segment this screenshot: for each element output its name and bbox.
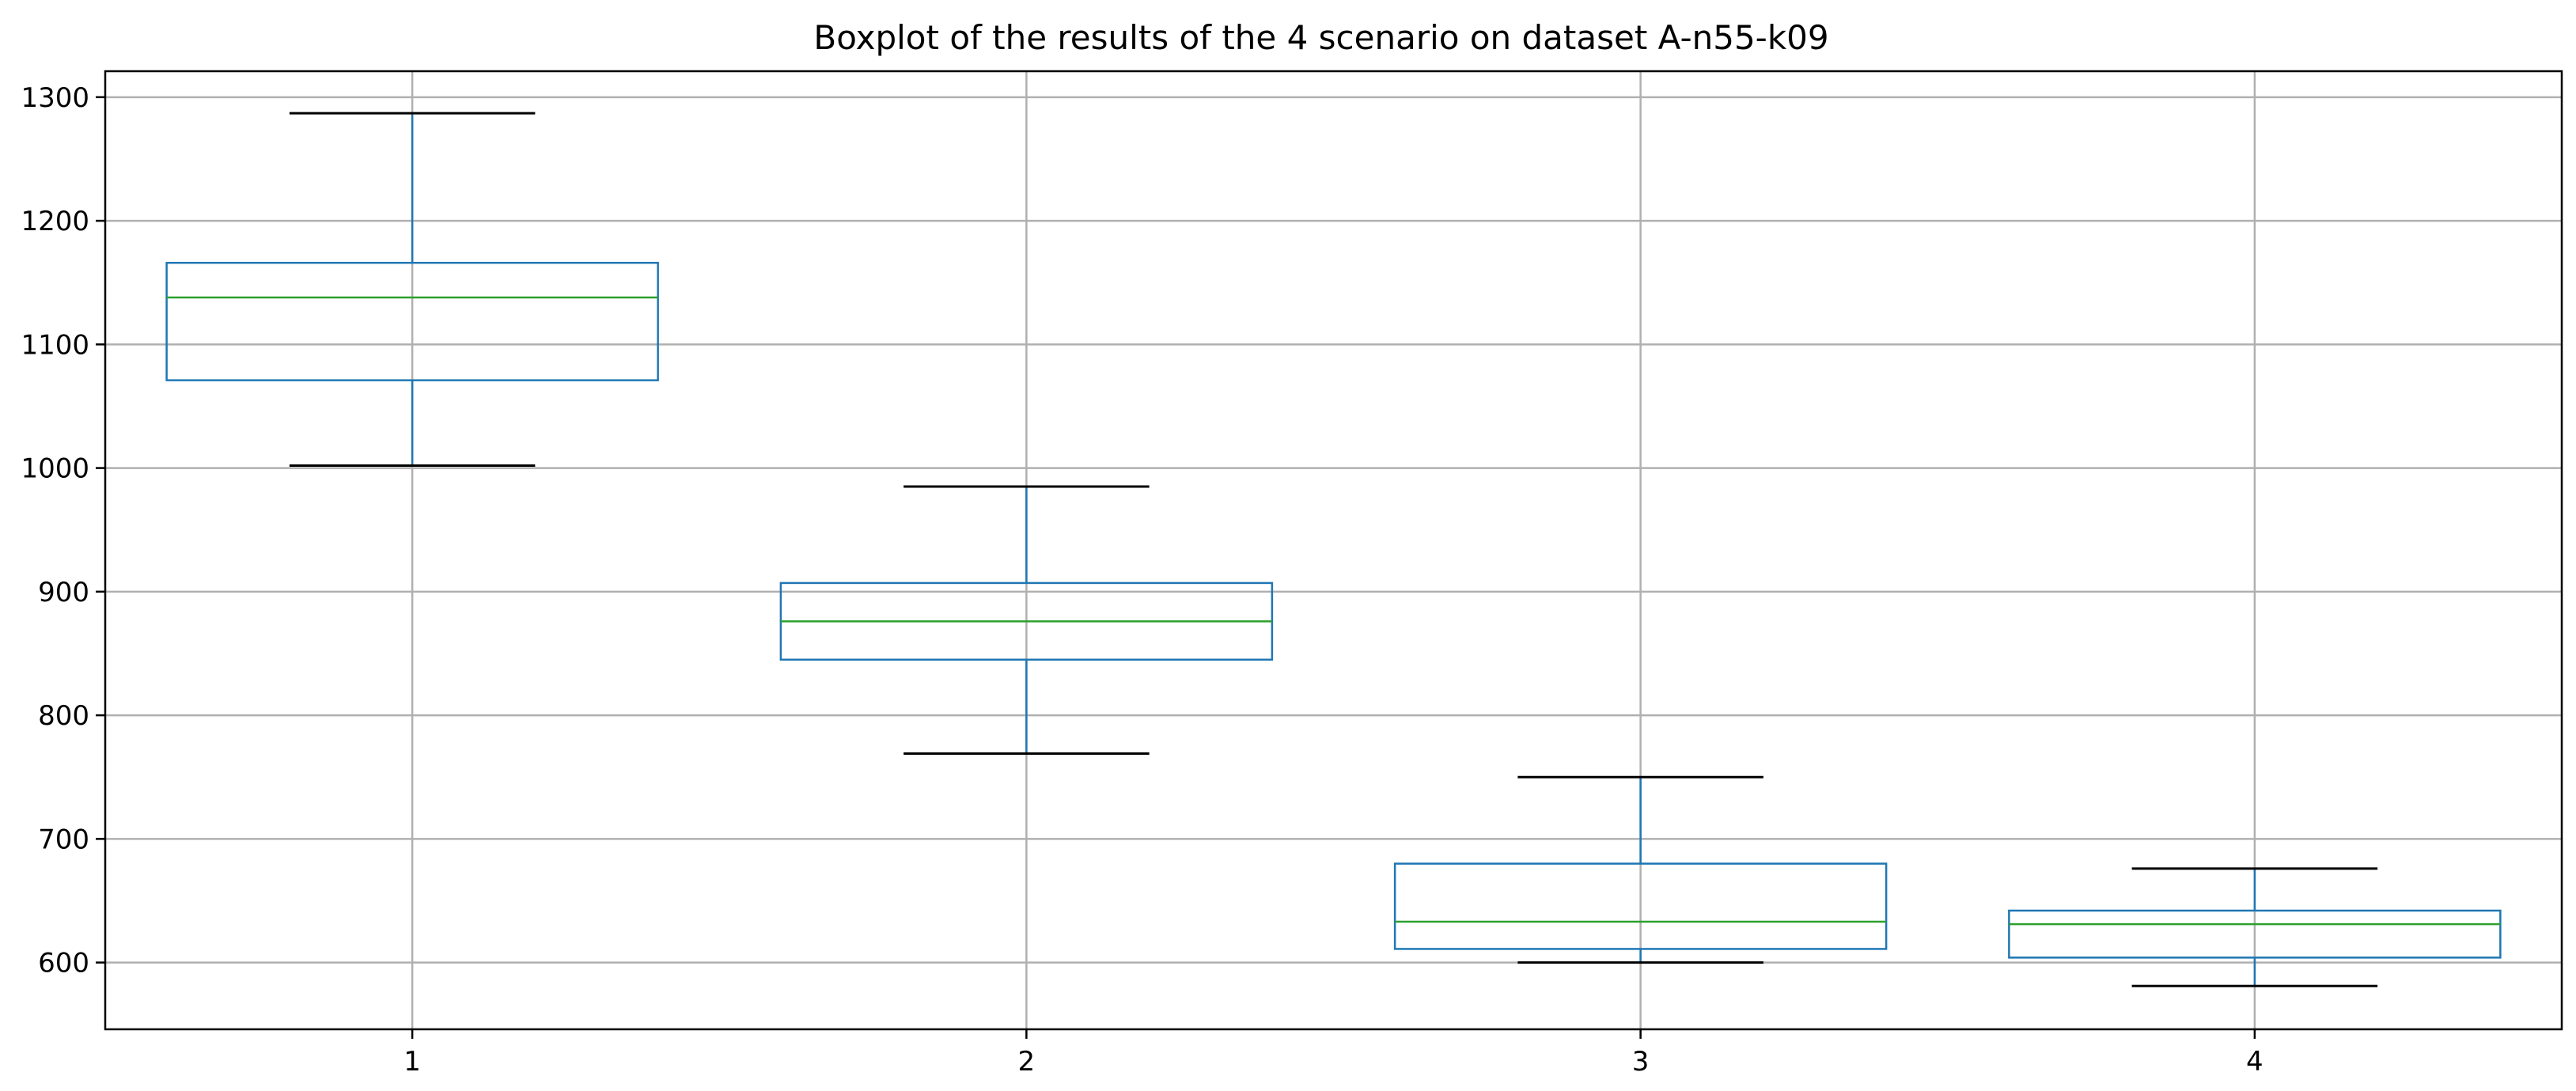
x-tick-label: 4 — [2246, 1046, 2263, 1078]
y-tick-label: 800 — [38, 700, 89, 732]
y-tick-label: 1000 — [21, 453, 89, 485]
iqr-box — [165, 261, 659, 381]
y-tick-label: 600 — [38, 948, 89, 979]
x-tick-label: 2 — [1018, 1046, 1036, 1078]
y-tick-label: 1200 — [21, 206, 89, 237]
y-tick-label: 1100 — [21, 329, 89, 361]
x-tick-label: 1 — [403, 1046, 421, 1078]
y-tick-label: 700 — [38, 824, 89, 855]
y-tick-label: 1300 — [21, 82, 89, 114]
iqr-box — [1393, 862, 1888, 950]
box-elements — [165, 112, 2502, 987]
grid-lines — [105, 71, 2562, 1029]
iqr-box — [2008, 909, 2502, 959]
x-tick-label: 3 — [1632, 1046, 1650, 1078]
chart-title: Boxplot of the results of the 4 scenario… — [813, 18, 1828, 57]
axes-frame — [104, 70, 2563, 1031]
axis-ticks: 600 700 800 900 1000 1100 1200 1300 1 2 3 4 — [21, 82, 2263, 1078]
y-tick-label: 900 — [38, 577, 89, 608]
